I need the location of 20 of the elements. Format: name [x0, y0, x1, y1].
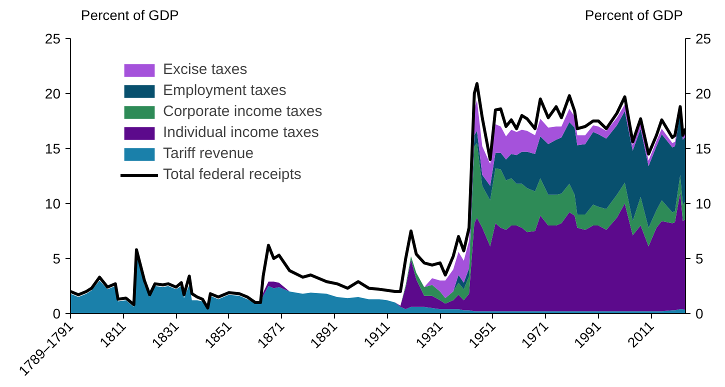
legend-label: Individual income taxes: [163, 124, 319, 141]
legend-label: Tariff revenue: [163, 145, 254, 162]
y2-tick-label: 0: [696, 306, 704, 322]
y-tick-label: 20: [44, 86, 61, 102]
y2-tick-label: 20: [696, 86, 712, 102]
y-tick-label: 15: [44, 140, 61, 156]
y-tick-label: 0: [52, 306, 61, 322]
y2-tick-label: 15: [696, 140, 712, 156]
y-tick-label: 10: [44, 196, 61, 212]
y2-axis-title: Percent of GDP: [584, 6, 683, 23]
y-axis-title: Percent of GDP: [80, 6, 179, 23]
y2-tick-label: 5: [696, 250, 704, 266]
y-tick-label: 5: [52, 250, 61, 266]
legend-label: Corporate income taxes: [163, 103, 322, 120]
legend-label: Excise taxes: [163, 61, 248, 78]
legend-label: Total federal receipts: [163, 166, 302, 183]
y-tick-label: 25: [44, 30, 61, 46]
legend-label: Employment taxes: [163, 82, 286, 99]
y2-tick-label: 25: [696, 30, 712, 46]
y2-tick-label: 10: [696, 196, 712, 212]
